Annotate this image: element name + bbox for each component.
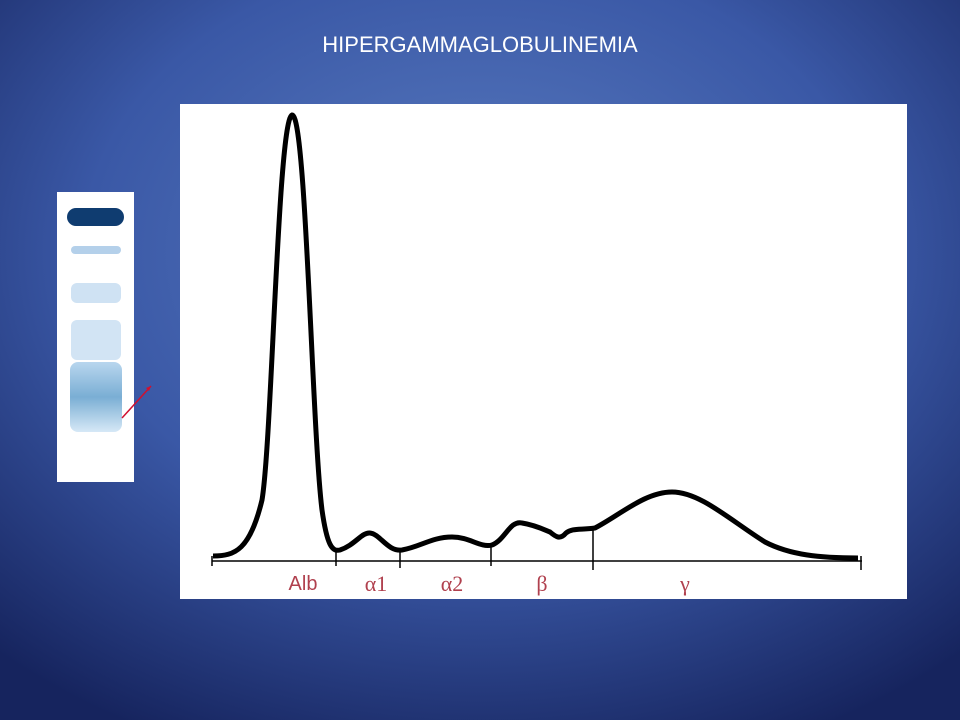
fraction-label: Alb xyxy=(289,573,318,595)
baseline-axis xyxy=(211,530,862,570)
gel-strip xyxy=(57,192,134,482)
density-curve xyxy=(212,112,859,561)
fraction-label: α2 xyxy=(441,571,464,596)
electropherogram-panel xyxy=(180,104,907,599)
fraction-label: α1 xyxy=(365,571,388,596)
fraction-label: γ xyxy=(679,571,690,596)
arrow-head xyxy=(146,386,151,391)
arrow xyxy=(121,385,152,419)
title: HIPERGAMMAGLOBULINEMIA xyxy=(322,32,638,57)
fraction-label: β xyxy=(536,571,547,596)
